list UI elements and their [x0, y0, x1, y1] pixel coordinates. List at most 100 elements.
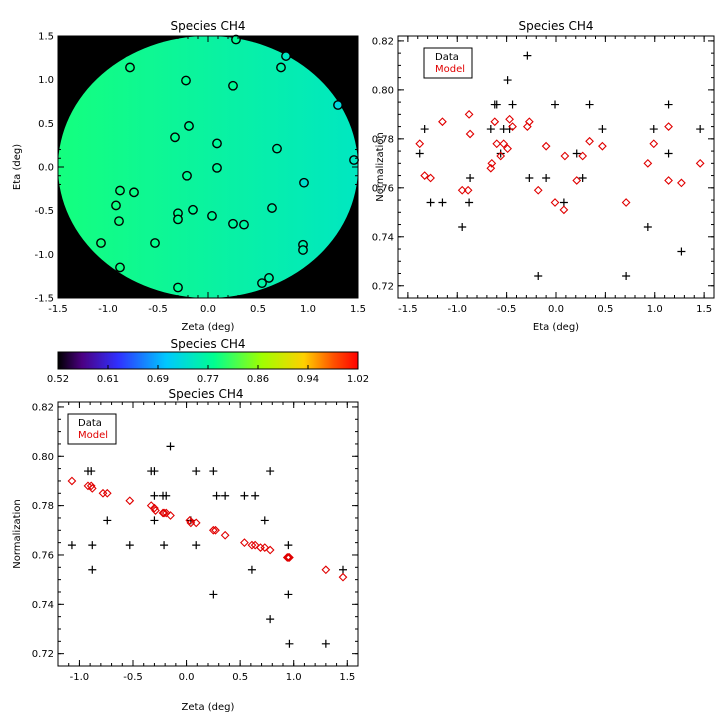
norm-zeta-title: Species CH4 — [168, 387, 243, 401]
model-marker — [492, 139, 502, 149]
data-marker — [339, 565, 347, 574]
data-marker — [523, 51, 532, 60]
model-marker — [283, 553, 293, 562]
map-point — [349, 155, 359, 165]
model-marker — [499, 139, 509, 149]
data-marker — [284, 541, 293, 550]
data-marker — [622, 271, 631, 280]
data-marker — [534, 271, 543, 280]
map-y-tick-label: -1.5 — [34, 294, 54, 305]
norm-zeta-y-tick-label: 0.74 — [32, 600, 54, 611]
norm-zeta-y-tick-label: 0.78 — [32, 501, 54, 512]
model-marker — [151, 506, 160, 515]
data-marker — [166, 442, 175, 451]
map-point — [212, 162, 222, 173]
map-panel: Species CH4 -1.5 -1.0 -0.5 0.0 0.5 1.0 1.5-1.5… — [12, 19, 366, 333]
model-marker — [211, 525, 220, 535]
model-marker — [321, 565, 331, 575]
colorbar-tick-label: 0.94 — [297, 374, 319, 385]
map-point — [276, 62, 286, 73]
norm-zeta-y-tick-label: 0.72 — [32, 649, 54, 660]
data-marker — [285, 639, 294, 648]
model-marker — [67, 476, 77, 486]
map-x-tick-label: 0.0 — [200, 304, 216, 315]
data-marker — [240, 491, 249, 500]
model-marker — [465, 129, 475, 139]
data-marker — [643, 222, 652, 231]
map-point — [228, 80, 238, 91]
data-marker — [492, 100, 501, 109]
data-marker — [503, 76, 512, 85]
colorbar-tick-label: 0.86 — [247, 374, 269, 385]
legend-data-label: Data — [78, 418, 102, 429]
model-marker — [487, 158, 497, 168]
model-marker — [664, 122, 673, 131]
data-marker — [247, 565, 256, 574]
model-marker — [265, 545, 275, 555]
model-marker — [240, 538, 249, 548]
model-marker — [87, 483, 97, 493]
norm-eta-axes: -1.5 -1.0 -0.5 0.0 0.5 1.0 1.5 0.72 0.74 0.76 0.78… — [372, 36, 715, 315]
map-field-disk — [58, 36, 358, 298]
norm-eta-title: Species CH4 — [518, 19, 593, 33]
map-point — [298, 245, 308, 255]
norm-zeta-x-tick-label: -1.0 — [70, 672, 90, 683]
map-y-tick-label: 0.0 — [38, 163, 54, 174]
map-point — [212, 138, 222, 149]
map-point — [125, 62, 135, 73]
model-marker — [664, 176, 673, 185]
model-marker — [560, 151, 570, 161]
data-marker — [415, 149, 424, 158]
data-marker — [551, 100, 560, 109]
norm-eta-x-tick-label: -0.5 — [497, 304, 517, 315]
norm-eta-frame — [397, 35, 715, 299]
map-point — [207, 211, 217, 221]
data-marker — [598, 125, 607, 134]
model-marker — [559, 205, 569, 215]
model-marker — [503, 144, 512, 154]
model-marker — [505, 114, 514, 124]
norm-zeta-x-tick-label: 0.5 — [232, 672, 248, 683]
legend-model-label: Model — [78, 430, 108, 441]
data-marker — [465, 198, 474, 207]
data-marker — [649, 125, 658, 134]
model-marker — [285, 553, 294, 562]
data-marker — [88, 565, 97, 574]
norm-zeta-panel: Species CH4 -1.0 -0.5 0.0 0.5 1.0 1.5 0.72 0.74… — [12, 387, 359, 713]
model-marker — [490, 117, 500, 127]
model-marker — [438, 117, 447, 127]
model-marker — [282, 553, 292, 562]
map-x-tick-label: -0.5 — [148, 304, 168, 315]
map-point — [182, 170, 192, 181]
data-marker — [426, 198, 435, 207]
model-marker — [415, 139, 425, 149]
norm-zeta-x-tick-label: 1.0 — [286, 672, 302, 683]
map-points — [96, 34, 359, 293]
model-marker — [496, 151, 506, 161]
map-x-tick-label: -1.0 — [98, 304, 118, 315]
map-fill-circle — [58, 36, 358, 298]
model-marker — [102, 488, 112, 498]
model-marker — [572, 176, 582, 185]
data-marker — [103, 516, 112, 525]
model-marker — [247, 540, 257, 550]
map-point — [114, 216, 124, 227]
norm-zeta-y-tick-label: 0.80 — [32, 452, 54, 463]
data-marker — [192, 541, 201, 550]
map-point — [257, 278, 267, 289]
norm-zeta-x-tick-label: -0.5 — [123, 672, 143, 683]
map-point — [115, 185, 125, 196]
norm-eta-y-tick-label: 0.76 — [372, 183, 394, 194]
model-marker — [621, 198, 631, 207]
model-marker — [541, 141, 551, 151]
map-y-tick-label: 1.5 — [38, 32, 54, 43]
colorbar-panel: Species CH4 0.52 0.61 0.69 0.77 0.86 0.94 1.02 — [47, 337, 369, 385]
map-point — [181, 75, 191, 86]
norm-eta-x-tick-label: 1.0 — [647, 304, 663, 315]
model-marker — [220, 530, 230, 540]
map-x-tick-label: -1.5 — [48, 304, 68, 315]
data-marker — [664, 100, 673, 109]
map-point — [115, 262, 125, 273]
data-marker — [496, 149, 505, 158]
